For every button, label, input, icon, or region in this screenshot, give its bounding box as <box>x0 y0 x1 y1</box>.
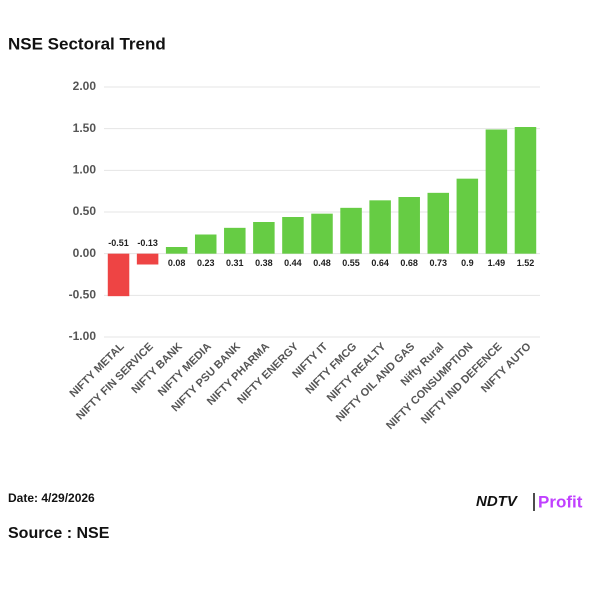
y-tick-label: -0.50 <box>69 288 97 302</box>
y-tick-label: 2.00 <box>73 79 97 93</box>
value-label: 1.52 <box>517 258 535 268</box>
source: Source : NSE <box>8 525 110 542</box>
value-label: -0.13 <box>137 238 158 248</box>
value-label: 0.23 <box>197 258 215 268</box>
bar <box>456 178 479 254</box>
bar <box>369 200 391 254</box>
bar <box>427 192 450 254</box>
y-tick-label: 1.00 <box>73 163 97 177</box>
bar <box>311 213 333 254</box>
bar <box>398 197 420 254</box>
y-tick-label: -1.00 <box>69 329 97 343</box>
bar <box>282 217 304 254</box>
bar <box>107 253 130 297</box>
bar <box>165 247 188 254</box>
bar <box>485 129 508 254</box>
bar <box>340 207 362 254</box>
value-label: -0.51 <box>108 238 129 248</box>
value-label: 0.31 <box>226 258 244 268</box>
bar <box>224 227 246 254</box>
value-label: 0.55 <box>342 258 360 268</box>
value-label: 0.68 <box>400 258 418 268</box>
value-label: 0.9 <box>461 258 474 268</box>
y-tick-label: 0.50 <box>73 204 97 218</box>
value-label: 0.73 <box>430 258 448 268</box>
bar <box>514 127 537 254</box>
logo-sub: Profit <box>538 492 583 511</box>
bar <box>194 234 217 254</box>
value-label: 0.44 <box>284 258 302 268</box>
value-label: 0.48 <box>313 258 331 268</box>
value-label: 0.64 <box>371 258 389 268</box>
y-tick-label: 1.50 <box>73 121 97 135</box>
bar <box>136 253 159 265</box>
y-tick-label: 0.00 <box>73 246 97 260</box>
logo: NDTV <box>476 493 519 510</box>
value-label: 0.08 <box>168 258 186 268</box>
chart-title: NSE Sectoral Trend <box>8 34 166 53</box>
value-label: 1.49 <box>488 258 506 268</box>
value-label: 0.38 <box>255 258 273 268</box>
bar <box>253 222 275 254</box>
date: Date: 4/29/2026 <box>8 491 95 505</box>
